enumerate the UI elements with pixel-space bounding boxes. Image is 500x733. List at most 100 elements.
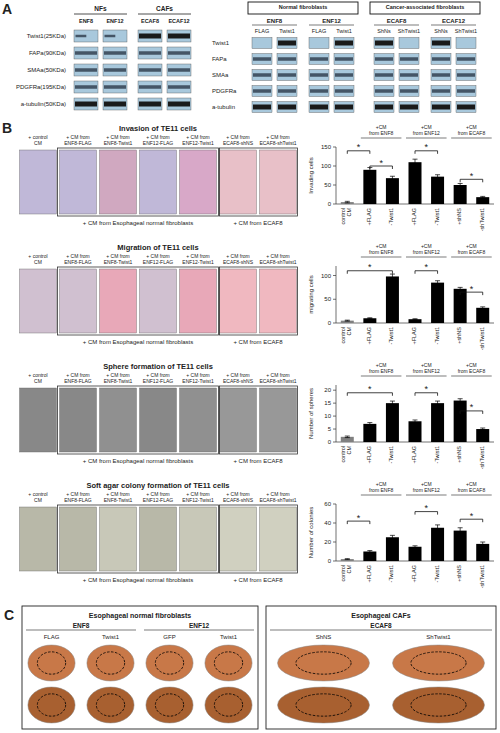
text-line: Sphere formation of TE11 cells (103, 362, 213, 371)
blot-lane (456, 54, 476, 65)
subgroup-underline (374, 25, 419, 26)
text-line: GFP (163, 634, 175, 640)
error-bar (435, 401, 440, 405)
text-line: ENF8-FLAG (64, 140, 92, 146)
blot-band (76, 35, 87, 38)
text-line: C (4, 607, 14, 623)
significance-label: * (357, 142, 361, 152)
significance-label: * (368, 262, 372, 272)
blot-band (278, 41, 296, 46)
significance-label: * (368, 384, 372, 394)
blot-band (375, 57, 393, 61)
text-line: PDGFRa(195KDa) (16, 84, 66, 90)
blot-band (139, 34, 161, 39)
blot-band (432, 89, 450, 93)
group-underline (406, 376, 447, 377)
error-bar (458, 287, 463, 290)
column-label: Twist1 (336, 28, 352, 34)
image-label: + controlCM (28, 491, 47, 503)
bar (386, 276, 399, 323)
text-line: * (379, 158, 383, 168)
image-panel (60, 388, 97, 452)
category-label: -Twist1 (434, 208, 440, 225)
text-line: 10 (324, 413, 331, 419)
error-bar (367, 423, 372, 426)
blot-band (278, 105, 296, 110)
y-tick (333, 299, 336, 300)
group-box (248, 2, 358, 14)
text-line: NFs (94, 5, 107, 12)
text-line: CM (34, 140, 42, 146)
text-line: +FLAG (366, 565, 372, 583)
image-panel (20, 150, 57, 214)
significance-label: * (425, 503, 429, 513)
y-tick (333, 390, 336, 391)
text-line: ENF8-Twist1 (104, 259, 133, 265)
blot-lane (374, 54, 394, 65)
group-label: +CMfrom ECAF8 (458, 362, 486, 374)
image-label: + CM fromECAF8-shNS (223, 491, 254, 503)
error-bar (413, 420, 418, 423)
y-tick (333, 204, 336, 205)
error-bar (390, 274, 395, 279)
text-line: 40 (324, 520, 331, 526)
text-line: ECAF12 (442, 17, 466, 23)
gel-contraction-outline (96, 652, 124, 674)
gel-contraction-outline (155, 694, 183, 716)
category-label: controlCM (341, 208, 353, 225)
text-line: ECAF8-shNS (223, 259, 254, 265)
blot-band (139, 68, 161, 72)
text-line: ShTwist1 (426, 634, 451, 640)
gel-contraction-outline (37, 652, 65, 674)
text-line: CM (34, 378, 42, 384)
subgroup-label: ECAF12 (442, 17, 466, 23)
blot-lane (456, 38, 476, 49)
significance-label: * (470, 402, 474, 412)
group-underline (406, 495, 447, 496)
blot-lane (334, 54, 354, 65)
blot-lane (167, 47, 191, 59)
text-line: 20 (324, 387, 331, 393)
blot-band (457, 105, 475, 110)
image-panel (140, 150, 177, 214)
column-label: ShTwist1 (455, 28, 477, 34)
bar (341, 202, 354, 204)
blot-band (432, 57, 450, 61)
gel-disc (146, 687, 193, 723)
blot-lane (374, 38, 394, 49)
text-line: + CM from ECAF8 (233, 339, 283, 345)
image-panel (220, 507, 257, 571)
text-line: ShNs (377, 28, 391, 34)
gel-contraction-outline (296, 694, 351, 716)
bar (431, 177, 444, 204)
category-label: -Twist1 (389, 327, 395, 344)
panel-label: C (4, 607, 14, 623)
significance-label: * (425, 142, 429, 152)
text-line: ENF8-Twist1 (104, 497, 133, 503)
image-panel (220, 388, 257, 452)
text-line: -shTwist1 (479, 565, 485, 588)
blot-band (75, 85, 97, 89)
text-line: SMAa(50KDa) (27, 67, 66, 73)
image-panel (20, 269, 57, 333)
category-label: +FLAG (366, 446, 372, 464)
text-line: ECAF8-shNS (223, 497, 254, 503)
blot-band (168, 68, 190, 72)
category-label: +FLAG (366, 565, 372, 583)
blot-lane (399, 38, 419, 49)
panel-label: B (2, 120, 12, 136)
blot-band (335, 89, 353, 93)
text-line: ENF8-FLAG (64, 378, 92, 384)
blot-band (104, 102, 126, 107)
y-axis-label: migrating cells (308, 275, 314, 313)
blot-lane (252, 70, 272, 81)
text-line: ENF8-FLAG (64, 497, 92, 503)
significance-label: * (470, 284, 474, 294)
text-line: 100 (321, 272, 332, 278)
group-label: +CMfrom ENF12 (413, 481, 440, 493)
gel-disc (87, 645, 134, 681)
text-line: + CM from Esophageal normal fibroblasts (83, 458, 194, 464)
text-line: Cancer-associated fibroblasts (386, 5, 465, 11)
text-line: +shNS (457, 565, 463, 582)
blot-band (310, 73, 328, 77)
